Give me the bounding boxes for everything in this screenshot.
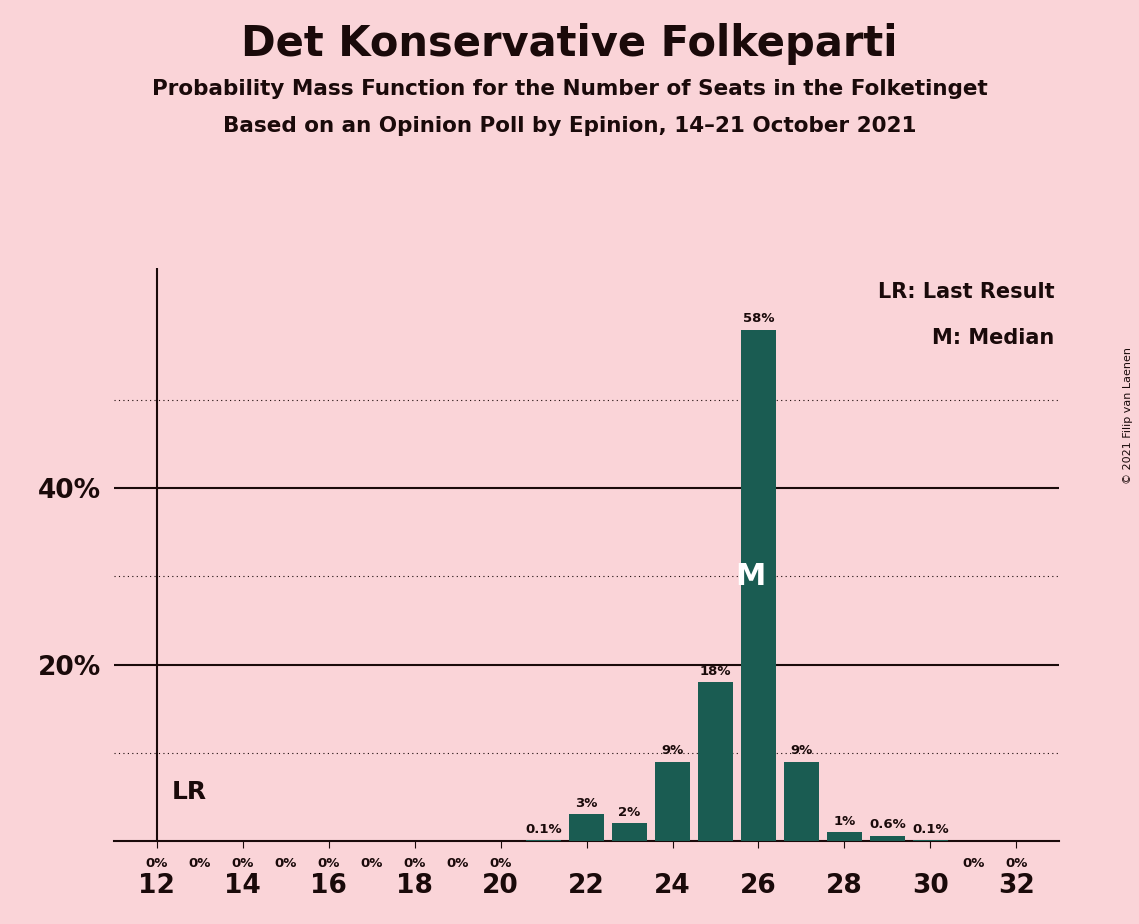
Text: 0%: 0% xyxy=(146,857,169,869)
Text: 0%: 0% xyxy=(231,857,254,869)
Text: LR: Last Result: LR: Last Result xyxy=(878,283,1055,302)
Bar xyxy=(655,761,690,841)
Text: 0%: 0% xyxy=(189,857,211,869)
Text: 9%: 9% xyxy=(790,744,812,757)
Text: © 2021 Filip van Laenen: © 2021 Filip van Laenen xyxy=(1123,347,1133,484)
Text: LR: LR xyxy=(172,780,207,804)
Text: 58%: 58% xyxy=(743,312,775,325)
Bar xyxy=(870,835,904,841)
Text: 0.1%: 0.1% xyxy=(525,822,562,835)
Text: 0%: 0% xyxy=(318,857,339,869)
Text: 0%: 0% xyxy=(490,857,511,869)
Text: 0%: 0% xyxy=(361,857,383,869)
Text: M: Median: M: Median xyxy=(933,328,1055,348)
Text: 0.6%: 0.6% xyxy=(869,818,906,832)
Text: 0%: 0% xyxy=(403,857,426,869)
Text: M: M xyxy=(735,562,765,591)
Text: Probability Mass Function for the Number of Seats in the Folketinget: Probability Mass Function for the Number… xyxy=(151,79,988,99)
Text: Det Konservative Folkeparti: Det Konservative Folkeparti xyxy=(241,23,898,65)
Text: 9%: 9% xyxy=(662,744,683,757)
Bar xyxy=(785,761,819,841)
Text: Based on an Opinion Poll by Epinion, 14–21 October 2021: Based on an Opinion Poll by Epinion, 14–… xyxy=(223,116,916,136)
Text: 18%: 18% xyxy=(699,664,731,678)
Text: 3%: 3% xyxy=(575,797,598,810)
Text: 0%: 0% xyxy=(274,857,297,869)
Text: 0.1%: 0.1% xyxy=(912,822,949,835)
Bar xyxy=(698,682,732,841)
Text: 2%: 2% xyxy=(618,806,640,819)
Bar xyxy=(570,814,604,841)
Bar xyxy=(827,832,861,841)
Bar xyxy=(741,330,776,841)
Bar xyxy=(613,823,647,841)
Text: 0%: 0% xyxy=(962,857,984,869)
Text: 0%: 0% xyxy=(1005,857,1027,869)
Text: 1%: 1% xyxy=(834,815,855,828)
Text: 0%: 0% xyxy=(446,857,469,869)
